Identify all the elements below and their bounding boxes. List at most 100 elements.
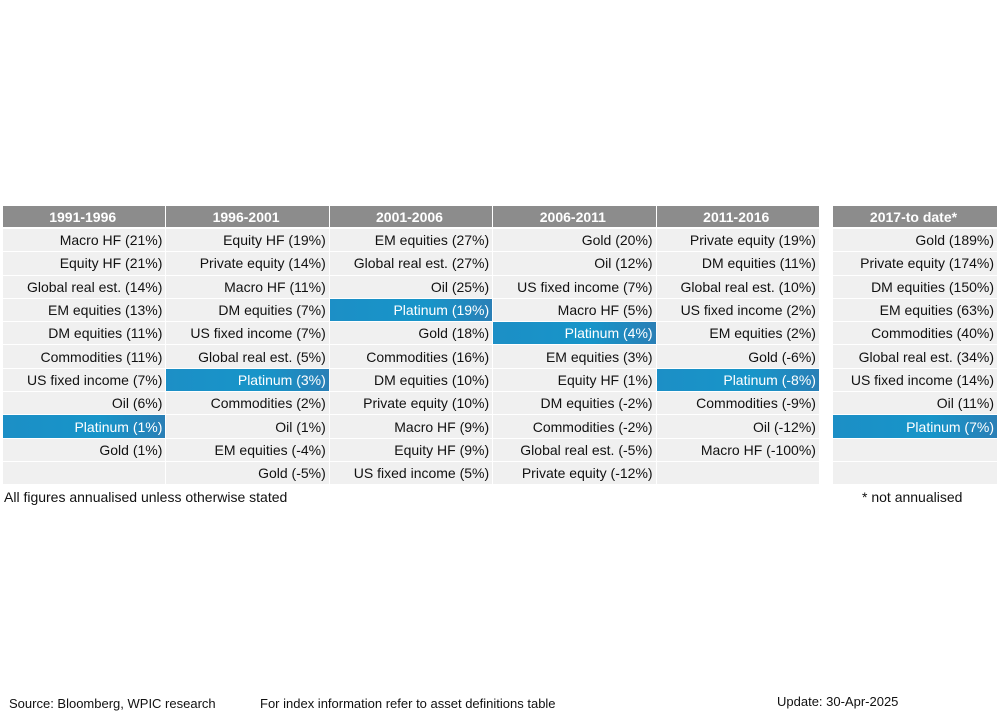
- returns-table-since-2017: 2017-to date* Gold (189%) Private equity (…: [833, 206, 997, 486]
- asset-return-cell: EM equities (13%): [3, 298, 167, 323]
- table-row: EM equities (63%): [833, 298, 997, 323]
- asset-return-cell: Global real est. (5%): [166, 345, 330, 369]
- table-row: DM equities (150%): [833, 275, 997, 299]
- asset-return-cell: US fixed income (2%): [656, 298, 820, 323]
- platinum-cell: Platinum (7%): [833, 415, 997, 439]
- platinum-cell: Platinum (19%): [329, 298, 494, 323]
- asset-return-cell: US fixed income (7%): [3, 368, 167, 393]
- table-row: Platinum (1%) Oil (1%) Macro HF (9%) Commod…: [3, 415, 820, 439]
- asset-return-cell: Macro HF (5%): [493, 298, 657, 323]
- period-header: 2011-2016: [656, 206, 820, 228]
- asset-return-cell: Gold (1%): [3, 438, 167, 462]
- index-info-text: For index information refer to asset def…: [260, 696, 556, 711]
- table-row: Global real est. (14%) Macro HF (11%) Oil …: [3, 275, 820, 299]
- table-row: Global real est. (34%): [833, 345, 997, 369]
- empty-cell: [656, 461, 820, 486]
- asset-return-cell: Gold (20%): [493, 229, 657, 253]
- update-date: Update: 30-Apr-2025: [777, 694, 899, 709]
- table-row: Platinum (7%): [833, 415, 997, 439]
- asset-return-cell: Global real est. (14%): [3, 275, 167, 299]
- asset-return-cell: Commodities (40%): [833, 322, 997, 346]
- empty-cell: [3, 461, 167, 486]
- table-row: Macro HF (21%) Equity HF (19%) EM equities…: [3, 229, 820, 253]
- asset-return-cell: Macro HF (21%): [3, 229, 167, 253]
- returns-table: 1991-1996 1996-2001 2001-2006 2006-2011 2011…: [3, 206, 820, 486]
- asset-return-cell: Global real est. (34%): [833, 345, 997, 369]
- header-row: 1991-1996 1996-2001 2001-2006 2006-2011 2011…: [3, 206, 820, 228]
- table-row: DM equities (11%) US fixed income (7%) Gol…: [3, 322, 820, 346]
- table-row: Oil (11%): [833, 392, 997, 416]
- table-row: Commodities (11%) Global real est. (5%) Co…: [3, 345, 820, 369]
- table-row: Oil (6%) Commodities (2%) Private equity (…: [3, 392, 820, 416]
- platinum-cell: Platinum (1%): [3, 415, 167, 439]
- platinum-cell: Platinum (-8%): [656, 368, 820, 393]
- asset-return-cell: US fixed income (5%): [329, 461, 494, 486]
- table-row: US fixed income (14%): [833, 368, 997, 393]
- asset-return-cell: DM equities (11%): [3, 322, 167, 346]
- asset-return-cell: Commodities (2%): [166, 392, 330, 416]
- asset-return-cell: Oil (25%): [329, 275, 494, 299]
- period-header: 1996-2001: [166, 206, 330, 228]
- table-row: EM equities (13%) DM equities (7%) Platinu…: [3, 298, 820, 323]
- asset-return-cell: Global real est. (10%): [656, 275, 820, 299]
- asset-return-cell: Commodities (-2%): [493, 415, 657, 439]
- asset-return-cell: Macro HF (-100%): [656, 438, 820, 462]
- asset-return-cell: Oil (6%): [3, 392, 167, 416]
- asset-return-cell: Gold (-6%): [656, 345, 820, 369]
- asset-return-cell: Macro HF (9%): [329, 415, 494, 439]
- asset-return-cell: US fixed income (7%): [166, 322, 330, 346]
- asset-return-cell: Equity HF (21%): [3, 252, 167, 276]
- table-row: Gold (-5%) US fixed income (5%) Private eq…: [3, 461, 820, 486]
- asset-return-cell: EM equities (63%): [833, 298, 997, 323]
- asset-return-cell: Private equity (14%): [166, 252, 330, 276]
- platinum-cell: Platinum (4%): [493, 322, 657, 346]
- asset-return-cell: Private equity (-12%): [493, 461, 657, 486]
- asset-return-cell: EM equities (-4%): [166, 438, 330, 462]
- empty-cell: [833, 461, 997, 486]
- asset-return-cell: DM equities (10%): [329, 368, 494, 393]
- asset-return-cell: Macro HF (11%): [166, 275, 330, 299]
- asset-return-cell: Gold (18%): [329, 322, 494, 346]
- period-header: 2001-2006: [329, 206, 494, 228]
- asset-return-cell: Oil (1%): [166, 415, 330, 439]
- table-row: Gold (189%): [833, 229, 997, 253]
- asset-return-cell: Oil (-12%): [656, 415, 820, 439]
- asset-return-cell: DM equities (150%): [833, 275, 997, 299]
- table-row: Commodities (40%): [833, 322, 997, 346]
- header-row: 2017-to date*: [833, 206, 997, 228]
- table-row: [833, 461, 997, 486]
- asset-return-cell: Private equity (10%): [329, 392, 494, 416]
- asset-return-cell: Global real est. (27%): [329, 252, 494, 276]
- table-row: US fixed income (7%) Platinum (3%) DM equi…: [3, 368, 820, 393]
- asset-return-cell: Commodities (11%): [3, 345, 167, 369]
- period-header: 1991-1996: [3, 206, 167, 228]
- platinum-cell: Platinum (3%): [166, 368, 330, 393]
- asset-return-cell: Equity HF (1%): [493, 368, 657, 393]
- asset-return-cell: Equity HF (9%): [329, 438, 494, 462]
- asset-return-cell: EM equities (2%): [656, 322, 820, 346]
- asset-return-cell: Private equity (174%): [833, 252, 997, 276]
- asset-return-cell: Equity HF (19%): [166, 229, 330, 253]
- asset-return-cell: Commodities (16%): [329, 345, 494, 369]
- asset-return-cell: Oil (12%): [493, 252, 657, 276]
- asset-return-cell: EM equities (27%): [329, 229, 494, 253]
- asset-return-cell: DM equities (-2%): [493, 392, 657, 416]
- period-header: 2006-2011: [493, 206, 657, 228]
- asset-return-cell: Global real est. (-5%): [493, 438, 657, 462]
- asset-return-cell: Private equity (19%): [656, 229, 820, 253]
- asset-return-cell: DM equities (7%): [166, 298, 330, 323]
- not-annualised-note: * not annualised: [862, 489, 963, 505]
- asset-return-cell: Oil (11%): [833, 392, 997, 416]
- table-row: [833, 438, 997, 462]
- asset-return-cell: Gold (-5%): [166, 461, 330, 486]
- asset-return-cell: US fixed income (14%): [833, 368, 997, 393]
- period-header: 2017-to date*: [833, 206, 997, 228]
- asset-return-cell: DM equities (11%): [656, 252, 820, 276]
- table-row: Equity HF (21%) Private equity (14%) Globa…: [3, 252, 820, 276]
- asset-return-cell: Gold (189%): [833, 229, 997, 253]
- source-text: Source: Bloomberg, WPIC research: [9, 696, 216, 711]
- table-row: Private equity (174%): [833, 252, 997, 276]
- asset-return-cell: EM equities (3%): [493, 345, 657, 369]
- asset-return-cell: Commodities (-9%): [656, 392, 820, 416]
- table-row: Gold (1%) EM equities (-4%) Equity HF (9%)…: [3, 438, 820, 462]
